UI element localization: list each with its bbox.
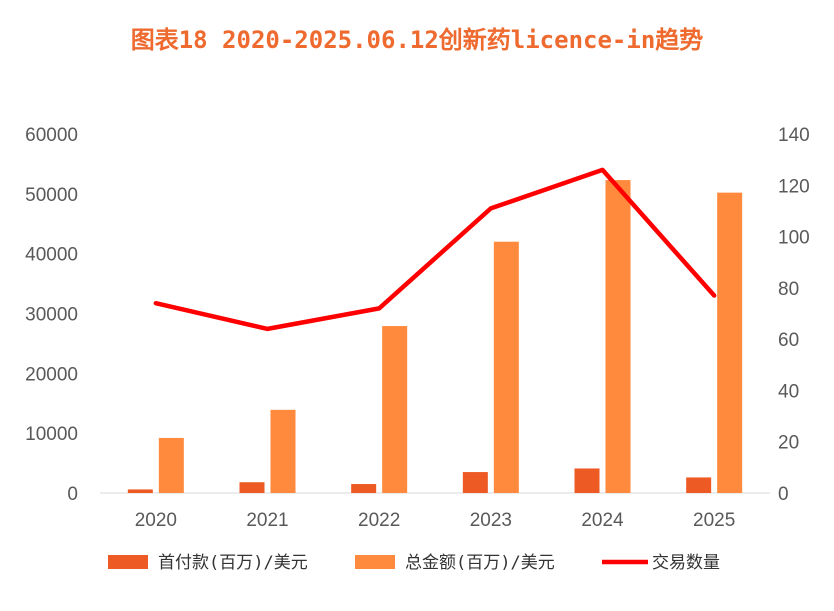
bar-total-2021 (270, 409, 296, 493)
legend-label-1: 总金额(百万)/美元 (405, 553, 555, 573)
bar-upfront-2025 (686, 477, 712, 493)
x-tick-label: 2023 (470, 510, 512, 531)
y-left-tick-label: 40000 (25, 245, 78, 266)
y-right-tick-label: 120 (778, 176, 810, 197)
y-left-tick-label: 60000 (25, 125, 78, 146)
y-left-tick-label: 0 (67, 484, 78, 505)
bar-upfront-2021 (239, 482, 265, 493)
line-group (153, 167, 717, 332)
legend-label-0: 首付款(百万)/美元 (158, 553, 308, 573)
x-tick-label: 2020 (135, 510, 177, 531)
y-right-tick-label: 140 (778, 125, 810, 146)
bar-total-2024 (605, 180, 631, 494)
bar-total-2023 (493, 241, 519, 493)
bars-group (127, 180, 743, 494)
y-right-tick-label: 20 (778, 433, 799, 454)
bar-upfront-2020 (127, 489, 153, 493)
legend-swatch-0 (108, 555, 148, 569)
legend: 首付款(百万)/美元 总金额(百万)/美元 交易数量 (108, 553, 720, 573)
x-tick-label: 2022 (358, 510, 400, 531)
bar-upfront-2024 (574, 468, 600, 493)
deal-count-line (153, 167, 717, 332)
y-left-tick-label: 20000 (25, 364, 78, 385)
y-right-tick-label: 60 (778, 330, 799, 351)
y-right-tick-label: 0 (778, 484, 789, 505)
bar-upfront-2022 (351, 484, 377, 493)
legend-swatch-1 (355, 555, 395, 569)
bar-total-2025 (717, 192, 743, 494)
x-tick-label: 2021 (246, 510, 288, 531)
x-tick-label: 2024 (581, 510, 624, 531)
y-right-tick-label: 80 (778, 279, 799, 300)
bar-upfront-2023 (462, 472, 488, 493)
legend-label-2: 交易数量 (652, 553, 720, 573)
y-right-tick-label: 100 (778, 228, 810, 249)
y-left-tick-label: 30000 (25, 305, 78, 326)
bar-total-2022 (382, 326, 408, 493)
y-right-tick-label: 40 (778, 381, 799, 402)
bar-total-2020 (158, 437, 184, 493)
x-tick-label: 2025 (693, 510, 735, 531)
chart-title: 图表18 2020-2025.06.12创新药licence-in趋势 (130, 26, 704, 54)
y-left-tick-label: 10000 (25, 424, 78, 445)
y-left-tick-label: 50000 (25, 185, 78, 206)
axes-group: 0 10000 20000 30000 40000 50000 60000 0 20 40 60 80… (25, 125, 810, 531)
